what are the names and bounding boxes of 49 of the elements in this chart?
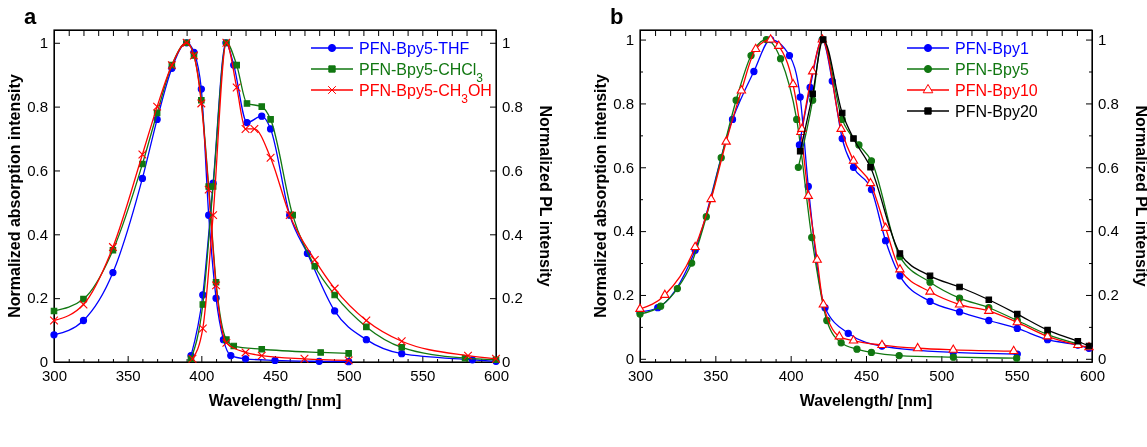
y-tick-label: 0 [625, 350, 634, 368]
y2-tick-label: 1 [1098, 30, 1107, 48]
y-axis-title: Normalized absorption intensity [592, 74, 609, 318]
y2-tick-label: 0.6 [1098, 158, 1119, 176]
x-tick-label: 350 [115, 366, 141, 384]
y2-tick-label: 0.8 [502, 97, 523, 115]
legend-label: PFN-Bpy5-CHCl$_{3}$ [359, 61, 484, 85]
x-axis-title: Wavelength/ [nm] [799, 392, 933, 409]
x-tick-label: 350 [703, 366, 729, 384]
y-axis-title: Normalized absorption intensity [6, 74, 23, 318]
y-tick-label: 0.6 [27, 161, 48, 179]
legend-label: PFN-Bpy1 [955, 40, 1029, 57]
y2-tick-label: 0.8 [1098, 94, 1119, 112]
y-tick-label: 0.4 [27, 225, 48, 243]
y-tick-label: 0.2 [613, 286, 634, 304]
y-tick-label: 0.2 [27, 289, 48, 307]
x-tick-label: 400 [189, 366, 215, 384]
chart-title: b [610, 4, 624, 29]
y2-tick-label: 0.4 [502, 225, 523, 243]
legend-label: PFN-Bpy5-CH$_{3}$OH [359, 82, 492, 106]
y-tick-label: 0.8 [27, 97, 48, 115]
y2-tick-label: 0.2 [1098, 286, 1119, 304]
x-tick-label: 400 [778, 366, 804, 384]
y2-tick-label: 0.4 [1098, 222, 1119, 240]
chart-title: a [24, 4, 37, 29]
x-tick-label: 500 [336, 366, 362, 384]
y2-axis-title: Normalized PL intensity [1133, 105, 1147, 287]
legend-label: PFN-Bpy10 [955, 82, 1038, 99]
legend-label: PFN-Bpy5-THF [359, 40, 470, 57]
x-tick-label: 300 [627, 366, 654, 384]
y2-tick-label: 0.6 [502, 161, 523, 179]
x-tick-label: 450 [262, 366, 289, 384]
y-tick-label: 0.8 [613, 94, 634, 112]
y-tick-label: 0.6 [613, 158, 634, 176]
y-tick-label: 1 [625, 30, 634, 48]
x-tick-label: 450 [853, 366, 880, 384]
y-tick-label: 0.4 [613, 222, 634, 240]
x-tick-label: 550 [410, 366, 436, 384]
x-axis-title: Wavelength/ [nm] [208, 392, 342, 409]
y2-axis-title: Normalized PL intensity [537, 105, 554, 287]
x-tick-label: 600 [1079, 366, 1106, 384]
y2-tick-label: 0 [1098, 350, 1107, 368]
y2-tick-label: 1 [502, 34, 511, 52]
y-tick-label: 1 [39, 34, 48, 52]
y2-tick-label: 0.2 [502, 289, 523, 307]
legend-label: PFN-Bpy5 [955, 61, 1029, 78]
x-tick-label: 500 [929, 366, 955, 384]
x-tick-label: 550 [1004, 366, 1030, 384]
legend-label: PFN-Bpy20 [955, 103, 1038, 120]
